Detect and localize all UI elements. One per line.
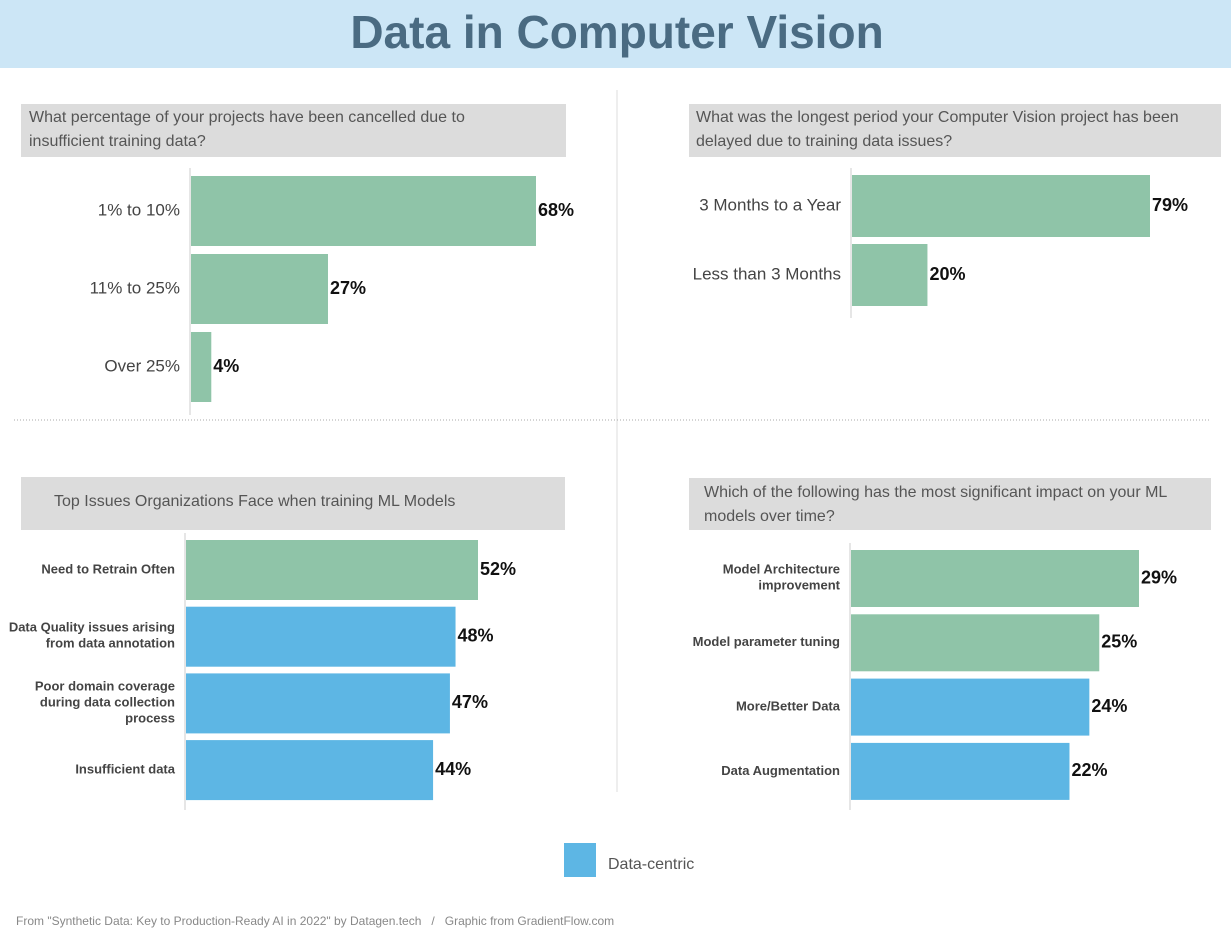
category-label: Model Architecture improvement: [723, 562, 841, 593]
chart-title-box: [689, 478, 1211, 530]
value-label: 25%: [1101, 632, 1137, 652]
category-label: 3 Months to a Year: [699, 195, 841, 214]
bar: [186, 540, 478, 600]
value-label: 47%: [452, 692, 488, 712]
bar: [186, 740, 434, 801]
footer: From "Synthetic Data: Key to Production-…: [16, 914, 614, 928]
chart-title: Which of the following has the most sign…: [704, 484, 1167, 525]
legend-label: Data-centric: [608, 856, 694, 873]
category-label: Data Quality issues arising from data ann…: [9, 620, 175, 651]
bar: [191, 254, 328, 324]
category-label: Data Augmentation: [721, 763, 840, 778]
page-title: Data in Computer Vision: [350, 6, 883, 58]
chart-title: What was the longest period your Compute…: [696, 109, 1179, 150]
chart-title-box: [21, 104, 566, 157]
value-label: 27%: [330, 278, 366, 298]
bar: [186, 606, 456, 667]
category-label: Model parameter tuning: [693, 634, 840, 649]
bar: [186, 673, 450, 734]
category-label: 1% to 10%: [98, 200, 180, 219]
value-label: 68%: [538, 200, 574, 220]
bar: [851, 742, 1070, 800]
bar: [851, 614, 1100, 672]
bar: [191, 332, 212, 402]
bar: [851, 678, 1090, 736]
chart-title: Top Issues Organizations Face when train…: [54, 493, 455, 510]
bar: [852, 175, 1150, 237]
bar: [852, 244, 928, 306]
category-label: Poor domain coverage during data collecti…: [35, 679, 175, 726]
category-label: More/Better Data: [736, 699, 841, 714]
chart-title-box: [689, 104, 1221, 157]
value-label: 44%: [435, 759, 471, 779]
value-label: 79%: [1152, 195, 1188, 215]
chart-title: What percentage of your projects have be…: [29, 109, 465, 150]
category-label: Less than 3 Months: [693, 264, 841, 283]
header-band: [0, 0, 1231, 68]
value-label: 4%: [213, 356, 239, 376]
value-label: 22%: [1071, 760, 1107, 780]
value-label: 29%: [1141, 567, 1177, 587]
category-label: Need to Retrain Often: [41, 561, 175, 576]
value-label: 48%: [458, 625, 494, 645]
value-label: 24%: [1091, 696, 1127, 716]
value-label: 52%: [480, 559, 516, 579]
bar: [851, 550, 1139, 607]
bar: [191, 176, 536, 246]
category-label: Insufficient data: [75, 762, 175, 777]
legend-swatch: [564, 843, 596, 877]
value-label: 20%: [929, 264, 965, 284]
category-label: Over 25%: [104, 356, 180, 375]
chart-title-box: [21, 477, 565, 530]
category-label: 11% to 25%: [90, 278, 180, 297]
